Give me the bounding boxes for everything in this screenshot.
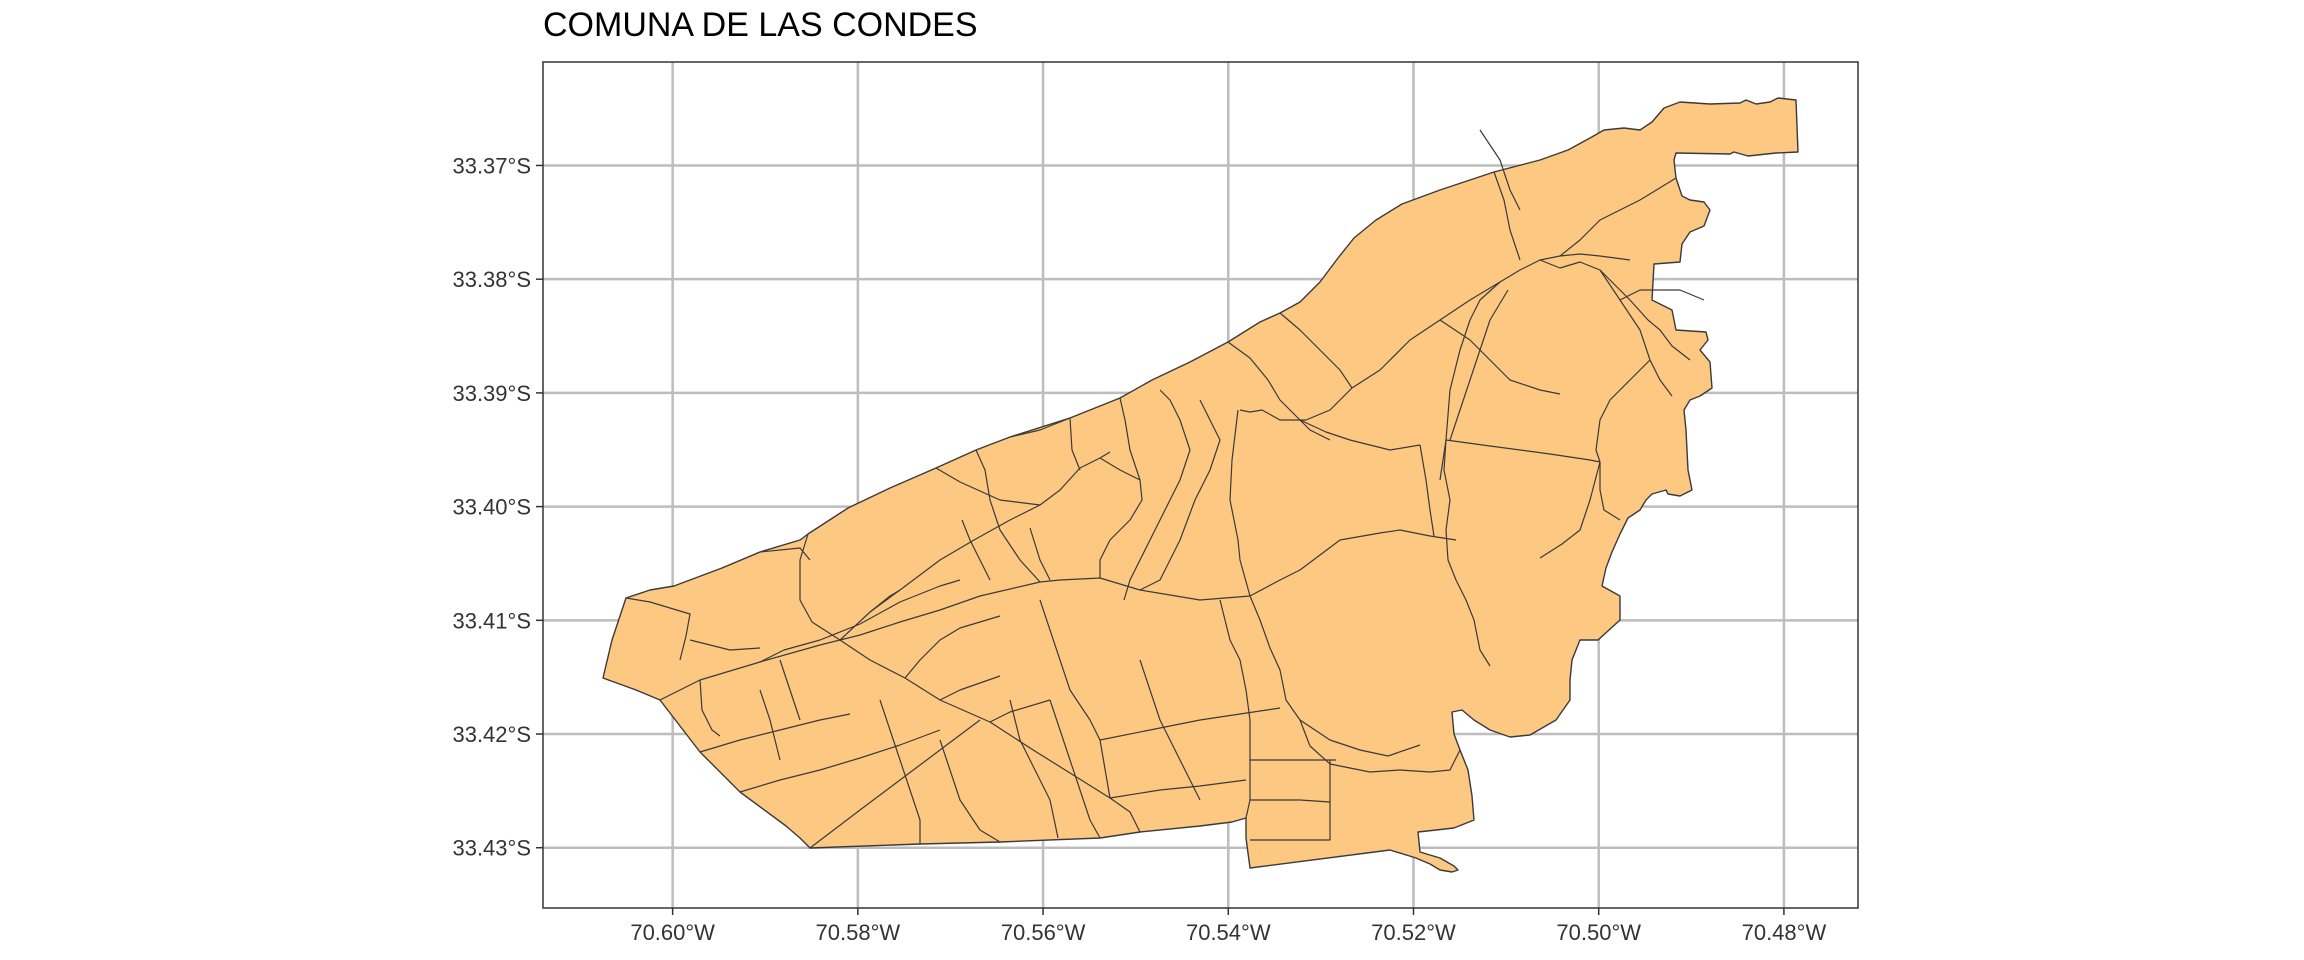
- map-panel-border: [542, 61, 1859, 909]
- x-tick-label: 70.50°W: [1556, 920, 1641, 945]
- x-axis: 70.60°W 70.58°W 70.56°W 70.54°W 70.52°W 70.50…: [630, 908, 1826, 945]
- x-tick-label: 70.58°W: [816, 920, 901, 945]
- y-tick-label: 33.40°S: [452, 495, 531, 520]
- x-tick-label: 70.52°W: [1371, 920, 1456, 945]
- map-title: COMUNA DE LAS CONDES: [543, 6, 978, 44]
- y-tick-label: 33.37°S: [452, 153, 531, 178]
- y-tick-label: 33.39°S: [452, 381, 531, 406]
- x-tick-label: 70.60°W: [630, 920, 715, 945]
- y-axis: 33.37°S 33.38°S 33.39°S 33.40°S 33.41°S 33.42…: [452, 153, 543, 861]
- x-tick-label: 70.54°W: [1186, 920, 1271, 945]
- commune-boundary: [602, 97, 1799, 873]
- x-tick-label: 70.56°W: [1001, 920, 1086, 945]
- block-boundaries: [625, 129, 1705, 849]
- y-tick-label: 33.42°S: [452, 722, 531, 747]
- y-tick-label: 33.38°S: [452, 267, 531, 292]
- las-condes-map: [602, 97, 1799, 873]
- y-tick-label: 33.43°S: [452, 836, 531, 861]
- y-tick-label: 33.41°S: [452, 608, 531, 633]
- x-tick-label: 70.48°W: [1742, 920, 1827, 945]
